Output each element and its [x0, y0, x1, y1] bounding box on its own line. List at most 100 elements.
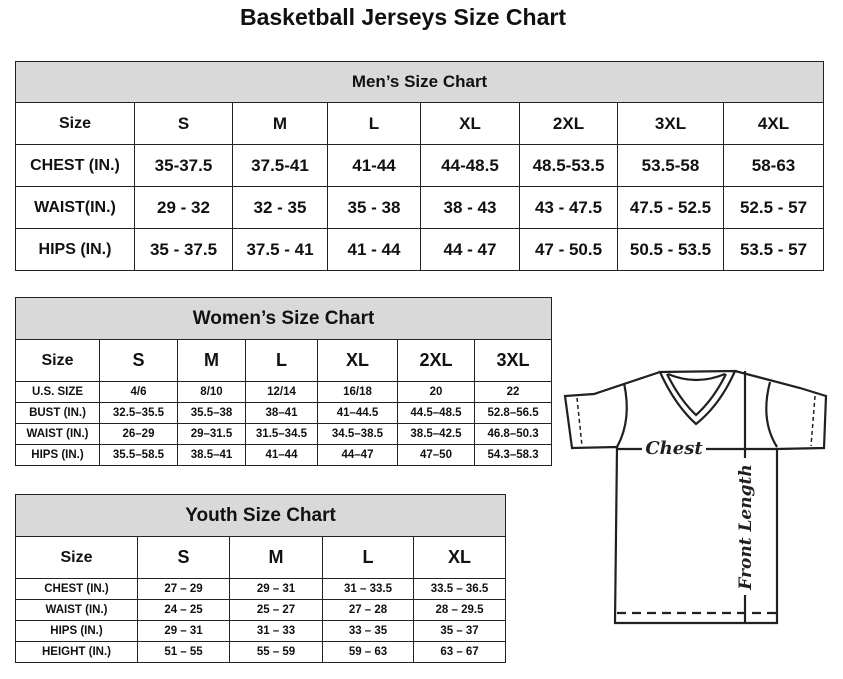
table-cell: 22 — [473, 381, 553, 403]
table-cell: 41 - 44 — [327, 228, 421, 271]
table-cell: 38 - 43 — [420, 186, 520, 229]
size-header: M — [177, 339, 246, 382]
shirt-outline — [563, 369, 828, 625]
table-cell: 44-48.5 — [420, 144, 520, 187]
table-row: CHEST (IN.) 35-37.5 37.5-41 41-44 44-48.5 48.… — [15, 144, 825, 187]
table-cell: 35 - 37.5 — [134, 228, 233, 271]
youth-size-table: Youth Size Chart Size S M L XL CHEST (IN.) 27 –… — [14, 494, 507, 663]
table-row: BUST (IN.) 32.5–35.5 35.5–38 38–41 41–44.5 44… — [15, 402, 553, 424]
table-cell: 38.5–41 — [177, 444, 246, 466]
row-label: BUST (IN.) — [15, 402, 100, 424]
row-label: CHEST (IN.) — [15, 144, 135, 187]
table-cell: 27 – 29 — [137, 578, 230, 600]
table-cell: 29 - 32 — [134, 186, 233, 229]
page-title: Basketball Jerseys Size Chart — [239, 4, 566, 30]
size-header: XL — [317, 339, 398, 382]
table-cell: 8/10 — [177, 381, 246, 403]
size-header: 4XL — [722, 102, 825, 145]
table-cell: 31 – 33 — [229, 620, 323, 642]
chest-label: Chest — [645, 438, 703, 459]
table-cell: 38.5–42.5 — [397, 423, 475, 445]
table-cell: 4/6 — [99, 381, 178, 403]
table-cell: 32.5–35.5 — [99, 402, 178, 424]
table-cell: 34.5–38.5 — [317, 423, 398, 445]
size-header: 3XL — [473, 339, 553, 382]
table-header-row: Size S M L XL 2XL 3XL — [15, 339, 553, 382]
table-row: WAIST (IN.) 24 – 25 25 – 27 27 – 28 28 – 29.… — [15, 599, 507, 621]
table-cell: 29–31.5 — [177, 423, 246, 445]
table-title: Women’s Size Chart — [14, 297, 553, 340]
table-title-row: Women’s Size Chart — [14, 297, 553, 340]
row-label: CHEST (IN.) — [15, 578, 138, 600]
table-cell: 35.5–58.5 — [99, 444, 178, 466]
table-cell: 47–50 — [397, 444, 475, 466]
table-cell: 37.5 - 41 — [232, 228, 328, 271]
size-header: S — [137, 536, 230, 579]
size-header: S — [134, 102, 233, 145]
table-title: Men’s Size Chart — [14, 61, 825, 103]
table-cell: 35-37.5 — [134, 144, 233, 187]
table-cell: 47.5 - 52.5 — [617, 186, 724, 229]
table-cell: 47 - 50.5 — [519, 228, 618, 271]
size-header: L — [327, 102, 421, 145]
table-cell: 28 – 29.5 — [412, 599, 507, 621]
size-header: 3XL — [617, 102, 724, 145]
table-cell: 52.8–56.5 — [473, 402, 553, 424]
table-cell: 41–44.5 — [317, 402, 398, 424]
table-cell: 44 - 47 — [420, 228, 520, 271]
table-cell: 31.5–34.5 — [245, 423, 318, 445]
row-label: WAIST(IN.) — [15, 186, 135, 229]
front-length-label: Front Length — [736, 464, 756, 590]
size-header: XL — [412, 536, 507, 579]
mens-size-table: Men’s Size Chart Size S M L XL 2XL 3XL 4XL CHEST … — [14, 61, 825, 271]
table-cell: 35 – 37 — [412, 620, 507, 642]
size-header: L — [245, 339, 318, 382]
left-sleeve-seam — [616, 382, 628, 448]
table-row: HIPS (IN.) 35.5–58.5 38.5–41 41–44 44–47 47–5… — [15, 444, 553, 466]
table-cell: 59 – 63 — [322, 641, 414, 663]
table-cell: 51 – 55 — [137, 641, 230, 663]
table-cell: 31 – 33.5 — [322, 578, 414, 600]
table-cell: 20 — [397, 381, 475, 403]
row-label: HIPS (IN.) — [15, 620, 138, 642]
row-label: HIPS (IN.) — [15, 444, 100, 466]
table-cell: 41–44 — [245, 444, 318, 466]
right-sleeve-seam — [765, 381, 778, 448]
size-header: XL — [420, 102, 520, 145]
row-label: HEIGHT (IN.) — [15, 641, 138, 663]
table-cell: 53.5-58 — [617, 144, 724, 187]
table-cell: 32 - 35 — [232, 186, 328, 229]
table-cell: 48.5-53.5 — [519, 144, 618, 187]
table-cell: 33 – 35 — [322, 620, 414, 642]
table-cell: 35.5–38 — [177, 402, 246, 424]
table-header-row: Size S M L XL — [15, 536, 507, 579]
table-cell: 16/18 — [317, 381, 398, 403]
table-cell: 53.5 - 57 — [722, 228, 825, 271]
table-cell: 44.5–48.5 — [397, 402, 475, 424]
size-header: M — [229, 536, 323, 579]
size-header: L — [322, 536, 414, 579]
size-header: 2XL — [397, 339, 475, 382]
table-cell: 35 - 38 — [327, 186, 421, 229]
table-row: U.S. SIZE 4/6 8/10 12/14 16/18 20 22 — [15, 381, 553, 403]
table-cell: 54.3–58.3 — [473, 444, 553, 466]
row-label: WAIST (IN.) — [15, 599, 138, 621]
table-cell: 43 - 47.5 — [519, 186, 618, 229]
table-cell: 58-63 — [722, 144, 825, 187]
table-cell: 29 – 31 — [137, 620, 230, 642]
table-cell: 50.5 - 53.5 — [617, 228, 724, 271]
table-cell: 38–41 — [245, 402, 318, 424]
table-cell: 44–47 — [317, 444, 398, 466]
table-row: HEIGHT (IN.) 51 – 55 55 – 59 59 – 63 63 – 67 — [15, 641, 507, 663]
row-label-header: Size — [15, 536, 138, 579]
table-title: Youth Size Chart — [14, 494, 507, 537]
table-cell: 46.8–50.3 — [473, 423, 553, 445]
table-cell: 55 – 59 — [229, 641, 323, 663]
neck-inner — [666, 373, 727, 417]
neck-outer — [658, 369, 737, 426]
table-title-row: Youth Size Chart — [14, 494, 507, 537]
table-cell: 12/14 — [245, 381, 318, 403]
row-label: HIPS (IN.) — [15, 228, 135, 271]
size-header: S — [99, 339, 178, 382]
table-cell: 33.5 – 36.5 — [412, 578, 507, 600]
